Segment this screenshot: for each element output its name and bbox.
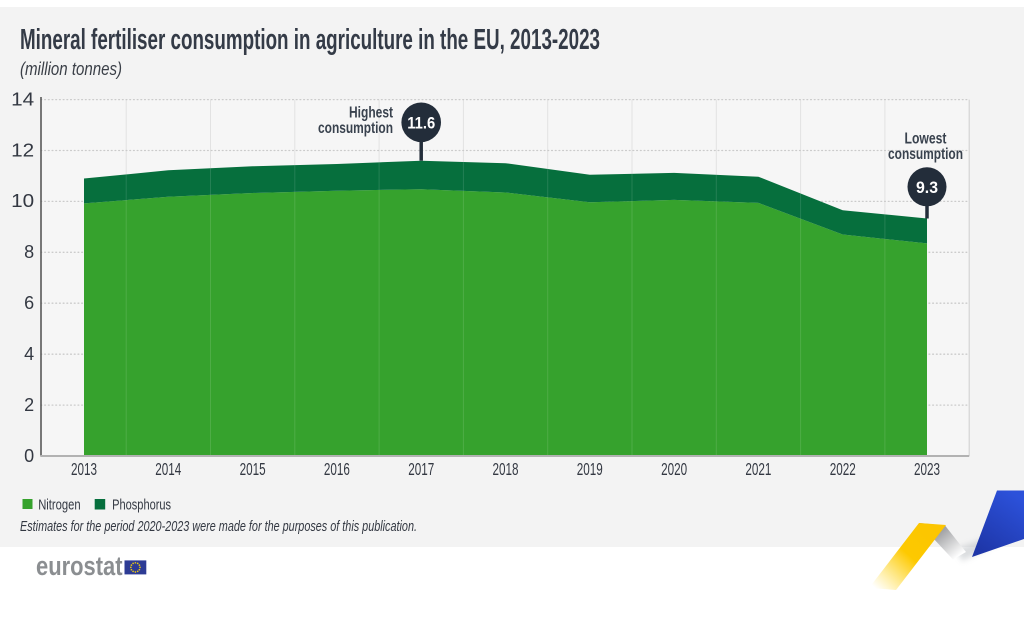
- svg-text:Lowest: Lowest: [905, 131, 947, 148]
- svg-text:2: 2: [24, 395, 34, 415]
- svg-text:9.3: 9.3: [916, 178, 938, 197]
- svg-text:2015: 2015: [240, 459, 266, 479]
- svg-text:consumption: consumption: [888, 146, 963, 163]
- svg-text:2020: 2020: [661, 459, 687, 479]
- svg-text:2023: 2023: [914, 459, 940, 479]
- svg-text:14: 14: [11, 89, 34, 109]
- svg-text:11.6: 11.6: [407, 113, 435, 132]
- svg-text:2016: 2016: [324, 459, 350, 479]
- svg-text:8: 8: [24, 242, 34, 262]
- svg-text:2018: 2018: [493, 459, 519, 479]
- svg-text:eurostat: eurostat: [36, 551, 123, 581]
- svg-text:Highest: Highest: [349, 105, 393, 122]
- svg-text:2017: 2017: [408, 459, 434, 479]
- svg-text:12: 12: [11, 140, 34, 160]
- svg-text:10: 10: [11, 191, 34, 211]
- svg-text:consumption: consumption: [318, 120, 393, 137]
- svg-text:0: 0: [24, 446, 34, 466]
- svg-text:2014: 2014: [155, 459, 181, 479]
- svg-text:Mineral fertiliser consumption: Mineral fertiliser consumption in agricu…: [20, 24, 600, 56]
- svg-text:2019: 2019: [577, 459, 603, 479]
- svg-text:6: 6: [24, 293, 34, 313]
- svg-text:4: 4: [24, 344, 34, 364]
- svg-text:Nitrogen: Nitrogen: [38, 497, 80, 514]
- svg-text:2021: 2021: [745, 459, 771, 479]
- svg-text:(million tonnes): (million tonnes): [20, 59, 122, 79]
- svg-text:2013: 2013: [71, 459, 97, 479]
- svg-text:Phosphorus: Phosphorus: [112, 497, 171, 514]
- svg-text:Estimates for the period 2020-: Estimates for the period 2020-2023 were …: [20, 518, 417, 535]
- svg-text:2022: 2022: [830, 459, 856, 479]
